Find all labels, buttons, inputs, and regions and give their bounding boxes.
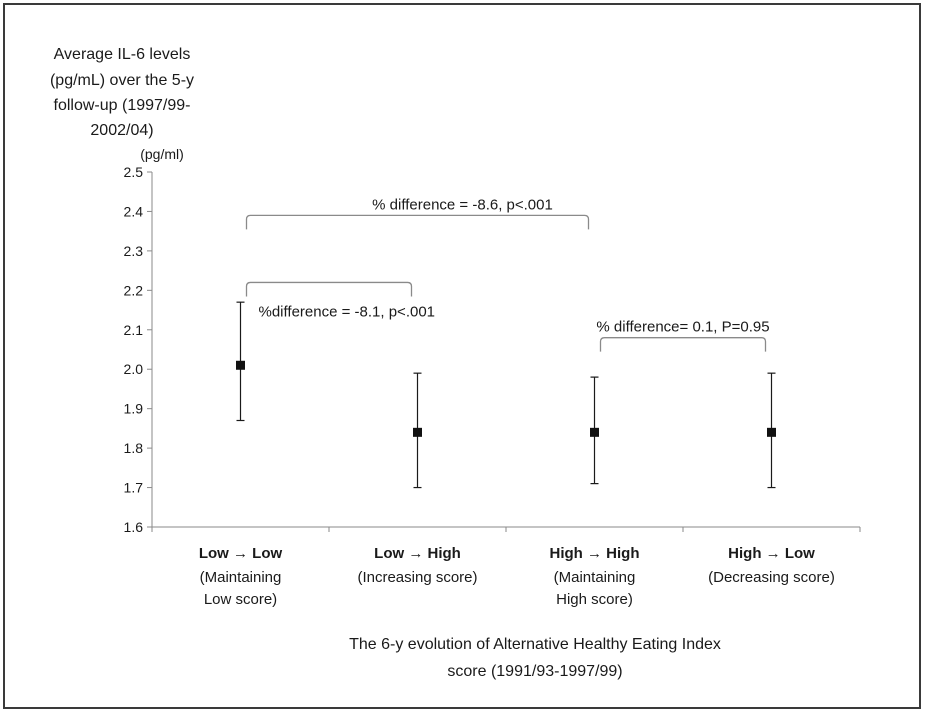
data-marks (236, 301, 776, 489)
comparison-label: % difference= 0.1, P=0.95 (596, 319, 769, 336)
chart-frame (3, 3, 921, 709)
category-label: Low → High (374, 545, 461, 562)
data-point (767, 427, 776, 437)
axes: 2.5 2.4 2.3 2.2 2.1 2.0 1.9 1.8 1.7 1.6 (124, 164, 861, 535)
data-point (413, 427, 422, 437)
category-labels: Low → Low (Maintaining Low score) Low → Hig… (199, 545, 835, 608)
x-axis-title: The 6-y evolution of Alternative Healthy… (349, 636, 721, 680)
category-sublabel: (Increasing score) (357, 569, 477, 586)
y-tick-label: 2.1 (124, 322, 144, 338)
y-tick-label: 1.9 (124, 401, 144, 417)
y-tick-label: 2.5 (124, 164, 144, 180)
category-sublabel: (Maintaining (554, 569, 636, 586)
comparison-label: %difference = -8.1, p<.001 (259, 303, 436, 320)
category-sublabel: High score) (556, 591, 633, 608)
y-tick-label: 2.3 (124, 243, 144, 259)
y-axis-unit: (pg/ml) (140, 146, 184, 162)
data-point (236, 360, 245, 370)
y-tick-label: 1.7 (124, 480, 144, 496)
x-axis-title-line: score (1991/93-1997/99) (447, 663, 622, 680)
category-label: High → High (550, 545, 640, 562)
x-axis-title-line: The 6-y evolution of Alternative Healthy… (349, 636, 721, 653)
y-tick-label: 2.2 (124, 282, 144, 298)
y-axis-title-line: follow-up (1997/99- (54, 97, 191, 114)
data-point (590, 427, 599, 437)
comparison-bracket (599, 337, 767, 352)
y-axis-title: Average IL-6 levels (pg/mL) over the 5-y… (50, 46, 194, 162)
y-tick-label: 2.0 (124, 361, 144, 377)
y-axis-title-line: 2002/04) (90, 122, 153, 139)
category-sublabel: Low score) (204, 591, 277, 608)
y-tick-label: 1.6 (124, 519, 144, 535)
y-tick-label: 2.4 (124, 203, 144, 219)
category-label: Low → Low (199, 545, 283, 562)
category-label: High → Low (728, 545, 815, 562)
comparison-label: % difference = -8.6, p<.001 (372, 196, 553, 213)
category-sublabel: (Maintaining (200, 569, 282, 586)
comparison-bracket (245, 214, 590, 230)
y-tick-label: 1.8 (124, 440, 144, 456)
comparison-bracket (245, 281, 413, 297)
y-axis-title-line: (pg/mL) over the 5-y (50, 72, 194, 89)
category-sublabel: (Decreasing score) (708, 569, 835, 586)
annotations: % difference = -8.6, p<.001 %difference =… (245, 196, 770, 352)
y-axis-title-line: Average IL-6 levels (54, 46, 191, 63)
